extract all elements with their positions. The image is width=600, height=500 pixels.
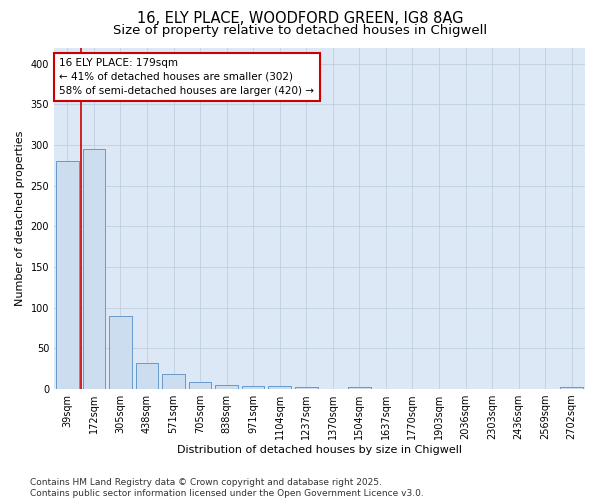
Bar: [136, 363, 158, 389]
Y-axis label: Number of detached properties: Number of detached properties: [15, 130, 25, 306]
Bar: [215, 385, 238, 389]
Text: Size of property relative to detached houses in Chigwell: Size of property relative to detached ho…: [113, 24, 487, 37]
Bar: [268, 386, 291, 389]
Bar: [83, 149, 105, 389]
Bar: [189, 382, 211, 389]
Bar: [109, 316, 131, 389]
Text: 16 ELY PLACE: 179sqm
← 41% of detached houses are smaller (302)
58% of semi-deta: 16 ELY PLACE: 179sqm ← 41% of detached h…: [59, 58, 314, 96]
Text: 16, ELY PLACE, WOODFORD GREEN, IG8 8AG: 16, ELY PLACE, WOODFORD GREEN, IG8 8AG: [137, 11, 463, 26]
Bar: [295, 386, 317, 389]
Bar: [56, 162, 79, 389]
Bar: [162, 374, 185, 389]
X-axis label: Distribution of detached houses by size in Chigwell: Distribution of detached houses by size …: [177, 445, 462, 455]
Bar: [242, 386, 265, 389]
Text: Contains HM Land Registry data © Crown copyright and database right 2025.
Contai: Contains HM Land Registry data © Crown c…: [30, 478, 424, 498]
Bar: [560, 386, 583, 389]
Bar: [348, 386, 371, 389]
